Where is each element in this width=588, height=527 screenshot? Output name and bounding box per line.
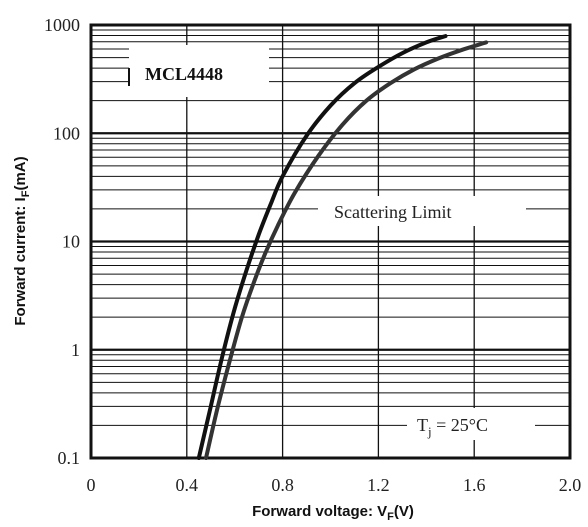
series-line-1	[196, 34, 448, 460]
plot-frame	[89, 23, 572, 460]
part-number-label: MCL4448	[145, 64, 223, 84]
series-group	[196, 34, 489, 460]
series-line-2	[204, 40, 489, 460]
part-number-box	[129, 45, 269, 97]
y-tick-label: 1000	[44, 15, 80, 35]
y-tick-label: 10	[62, 232, 80, 252]
x-tick-label: 1.2	[367, 475, 390, 495]
x-tick-label: 0.4	[176, 475, 199, 495]
x-tick-label: 1.6	[463, 475, 486, 495]
x-tick-label: 2.0	[559, 475, 582, 495]
tick-labels: 0 0.4 0.8 1.2 1.6 2.0 1000 100 10 1 0.1	[44, 15, 581, 495]
x-axis-title: Forward voltage: VF(V)	[252, 503, 414, 523]
x-tick-label: 0.8	[271, 475, 294, 495]
y-tick-label: 100	[53, 123, 80, 143]
scatter-label: Scattering Limit	[334, 202, 451, 222]
temp-label-box	[407, 408, 535, 440]
temp-label: Tj = 25°C	[417, 415, 488, 439]
scatter-label-box	[318, 196, 526, 226]
y-tick-label: 0.1	[58, 448, 81, 468]
y-axis-title: Forward current: IF(mA)	[12, 156, 32, 325]
x-tick-label: 0	[87, 475, 96, 495]
y-tick-label: 1	[71, 340, 80, 360]
